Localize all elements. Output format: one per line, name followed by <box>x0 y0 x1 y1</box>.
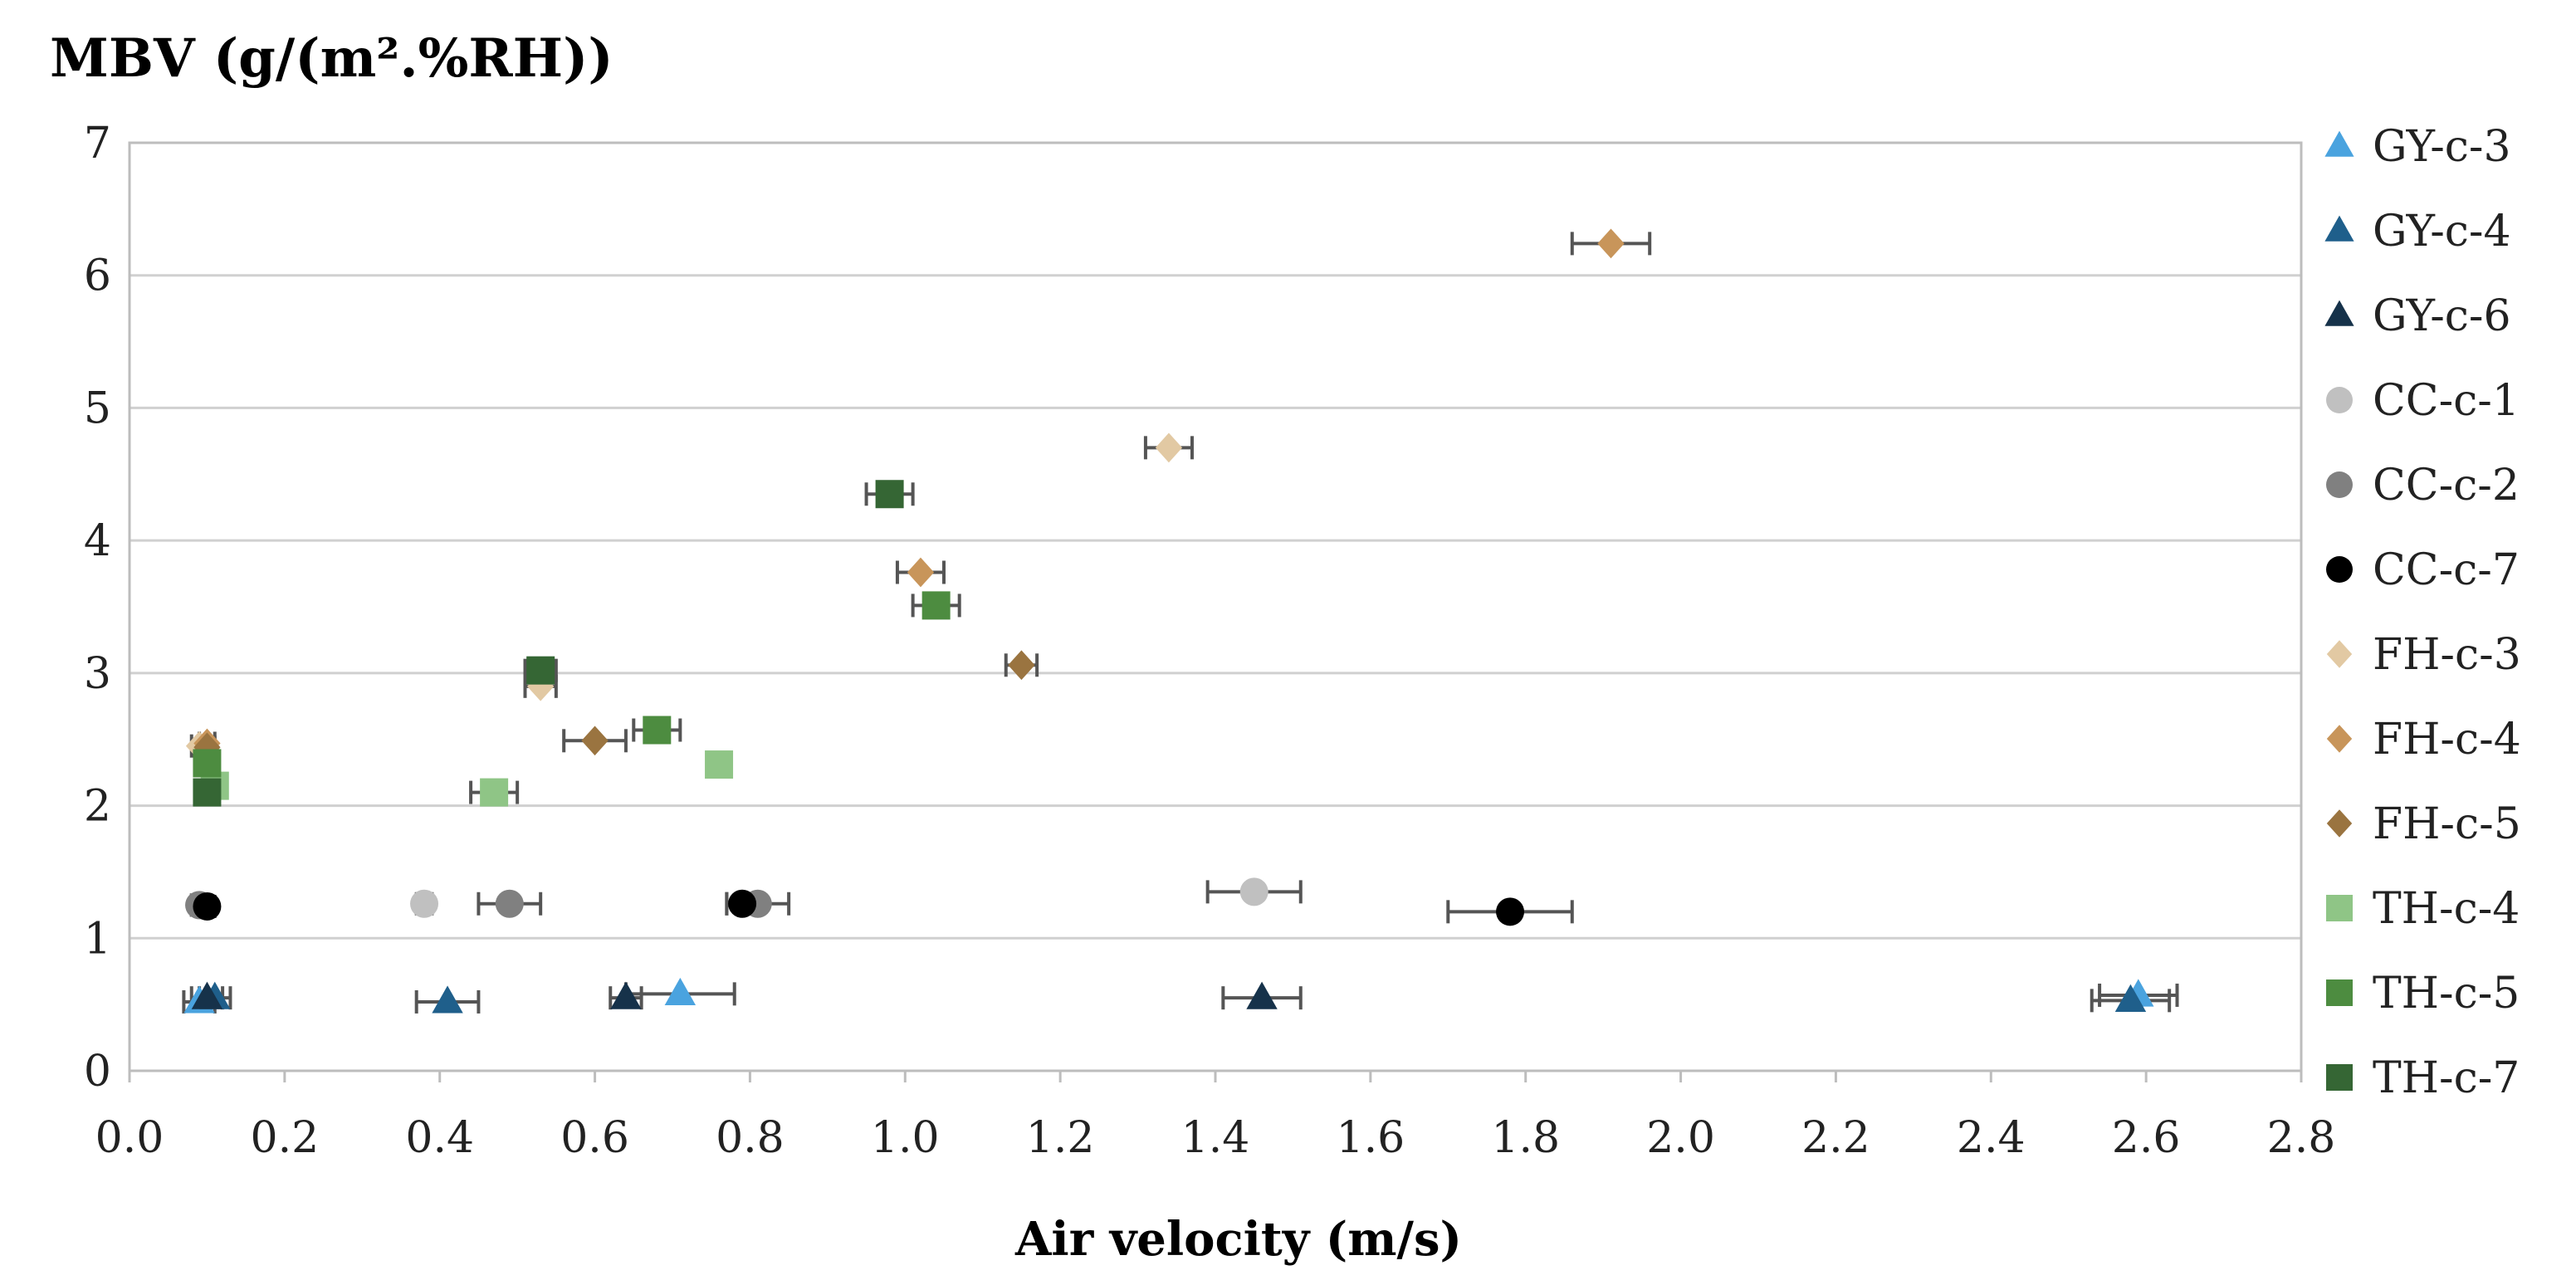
point-TH-c-5-1 <box>643 716 672 745</box>
legend-marker-GY-c-4 <box>2324 215 2354 242</box>
point-CC-c-2-1 <box>495 889 524 918</box>
point-FH-c-5-0 <box>193 732 221 763</box>
legend-marker-GY-c-3 <box>2324 130 2354 157</box>
x-tick-label-0.6: 0.6 <box>560 1113 629 1163</box>
legend-marker-CC-c-7 <box>2326 556 2353 583</box>
x-tick-label-2.6: 2.6 <box>2112 1113 2181 1163</box>
legend-marker-CC-c-2 <box>2326 471 2353 498</box>
y-axis-title: MBV (g/(m².%RH)) <box>50 27 613 90</box>
point-GY-c-6-1 <box>610 981 642 1009</box>
grid-layer <box>130 141 2301 940</box>
point-GY-c-6-2 <box>1246 981 1278 1009</box>
point-GY-c-6-0 <box>191 981 223 1009</box>
x-tick-label-1.6: 1.6 <box>1337 1113 1405 1163</box>
point-FH-c-5-1 <box>581 725 609 756</box>
x-tick-label-2.2: 2.2 <box>1801 1113 1870 1163</box>
y-tick-label-2: 2 <box>84 782 111 832</box>
legend-marker-TH-c-7 <box>2326 1064 2353 1091</box>
point-CC-c-7-2 <box>1496 897 1525 926</box>
point-CC-c-7-0 <box>193 892 222 921</box>
point-FH-c-4-1 <box>907 557 935 588</box>
legend-item-GY-c-3: GY-c-3 <box>2324 122 2511 172</box>
x-tick-label-2.0: 2.0 <box>1646 1113 1715 1163</box>
legend-label-TH-c-4: TH-c-4 <box>2373 884 2520 934</box>
legend-marker-TH-c-5 <box>2326 979 2353 1006</box>
y-tick-label-4: 4 <box>84 516 111 566</box>
axis-layer: 0 1 2 3 4 5 6 7 0.0 0.2 0.4 0.6 0.8 1.0 1.2 1.4 1.6 1.8 2.… <box>84 119 2335 1163</box>
legend-marker-GY-c-6 <box>2324 300 2354 326</box>
point-TH-c-7-1 <box>526 656 555 685</box>
point-CC-c-7-1 <box>728 889 757 918</box>
legend-item-FH-c-4: FH-c-4 <box>2326 715 2521 765</box>
point-TH-c-4-2 <box>705 750 734 779</box>
x-tick-label-2.8: 2.8 <box>2267 1113 2336 1163</box>
legend-label-TH-c-5: TH-c-5 <box>2373 969 2520 1019</box>
x-axis-title: Air velocity (m/s) <box>1014 1212 1462 1267</box>
point-GY-c-4-1 <box>432 985 463 1014</box>
point-GY-c-3-1 <box>664 977 697 1005</box>
y-tick-label-0: 0 <box>84 1047 111 1097</box>
legend-item-FH-c-3: FH-c-3 <box>2326 630 2521 680</box>
point-TH-c-5-0 <box>193 749 222 778</box>
legend-item-TH-c-7: TH-c-7 <box>2326 1053 2520 1103</box>
legend-marker-CC-c-1 <box>2326 387 2353 413</box>
legend-item-TH-c-4: TH-c-4 <box>2326 884 2520 934</box>
point-GY-c-4-2 <box>2114 984 2147 1012</box>
legend-marker-TH-c-4 <box>2326 895 2353 921</box>
legend-label-FH-c-3: FH-c-3 <box>2373 630 2521 680</box>
legend-marker-FH-c-5 <box>2326 809 2353 838</box>
legend-item-GY-c-6: GY-c-6 <box>2324 291 2511 341</box>
y-tick-label-3: 3 <box>84 649 111 699</box>
legend-label-CC-c-7: CC-c-7 <box>2373 545 2520 595</box>
point-TH-c-5-2 <box>921 591 951 620</box>
x-tick-label-0.8: 0.8 <box>716 1113 785 1163</box>
point-FH-c-3-2 <box>1155 432 1183 463</box>
legend-label-GY-c-4: GY-c-4 <box>2373 207 2511 256</box>
legend-label-GY-c-3: GY-c-3 <box>2373 122 2511 172</box>
y-tick-label-1: 1 <box>84 914 111 964</box>
x-tick-label-1.8: 1.8 <box>1491 1113 1560 1163</box>
plot-frame <box>128 141 2303 1072</box>
legend-label-TH-c-7: TH-c-7 <box>2373 1053 2520 1103</box>
y-tick-label-5: 5 <box>84 383 111 433</box>
point-CC-c-1-2 <box>1239 877 1268 906</box>
legend-item-CC-c-2: CC-c-2 <box>2326 461 2520 510</box>
x-tick-label-0.0: 0.0 <box>95 1113 164 1163</box>
x-tick-label-2.4: 2.4 <box>1957 1113 2026 1163</box>
point-FH-c-5-2 <box>1008 650 1035 681</box>
legend-label-CC-c-1: CC-c-1 <box>2373 376 2520 426</box>
x-tick-label-0.4: 0.4 <box>405 1113 474 1163</box>
x-tick-label-1.4: 1.4 <box>1181 1113 1250 1163</box>
legend-label-FH-c-5: FH-c-5 <box>2373 799 2521 849</box>
legend-label-GY-c-6: GY-c-6 <box>2373 291 2511 341</box>
point-CC-c-1-1 <box>410 889 439 918</box>
y-tick-label-7: 7 <box>84 119 111 169</box>
point-TH-c-7-2 <box>875 480 904 509</box>
y-tick-label-6: 6 <box>84 252 111 301</box>
point-TH-c-4-1 <box>480 778 509 807</box>
legend-item-CC-c-7: CC-c-7 <box>2326 545 2520 595</box>
x-tick-label-1.0: 1.0 <box>871 1113 940 1163</box>
legend-item-CC-c-1: CC-c-1 <box>2326 376 2520 426</box>
legend-item-TH-c-5: TH-c-5 <box>2326 969 2520 1019</box>
legend-item-FH-c-5: FH-c-5 <box>2326 799 2521 849</box>
marker-layer <box>183 228 2154 1014</box>
legend-label-FH-c-4: FH-c-4 <box>2373 715 2521 765</box>
errorbar-layer <box>182 232 2179 1014</box>
legend-item-GY-c-4: GY-c-4 <box>2324 207 2511 256</box>
point-FH-c-4-2 <box>1597 228 1625 259</box>
x-tick-label-1.2: 1.2 <box>1026 1113 1095 1163</box>
legend-marker-FH-c-3 <box>2326 640 2353 668</box>
legend-label-CC-c-2: CC-c-2 <box>2373 461 2520 510</box>
point-TH-c-7-0 <box>193 778 222 807</box>
legend: GY-c-3 GY-c-4 GY-c-6 CC-c-1 CC-c-2 CC-c-7 FH-c… <box>2324 122 2521 1103</box>
x-tick-label-0.2: 0.2 <box>251 1113 320 1163</box>
legend-marker-FH-c-4 <box>2326 725 2353 753</box>
